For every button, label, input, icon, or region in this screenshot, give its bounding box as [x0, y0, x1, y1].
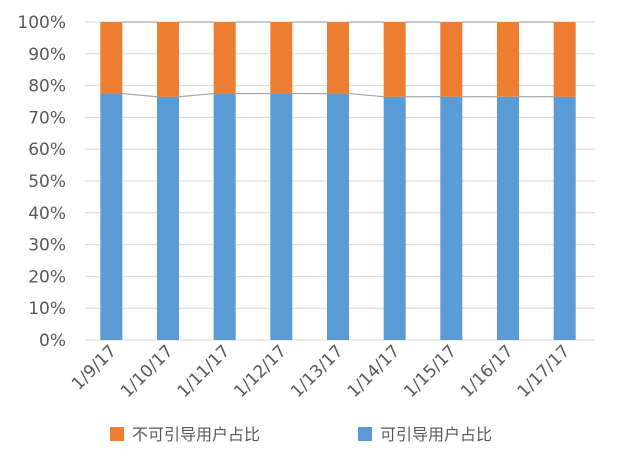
y-tick-label: 10%	[28, 299, 66, 319]
series-line-segment	[178, 92, 214, 98]
bar-guidable-0	[100, 93, 123, 340]
y-tick-label: 100%	[17, 13, 66, 33]
bar-guidable-6	[440, 96, 463, 340]
x-tick-label: 1/12/17	[230, 341, 290, 401]
y-tick-label: 30%	[28, 236, 66, 256]
x-axis-tick-labels: 1/9/171/10/171/11/171/12/171/13/171/14/1…	[68, 341, 574, 401]
y-tick-label: 60%	[28, 140, 66, 160]
bar-guidable-3	[270, 93, 293, 340]
y-axis-tick-labels: 0% 10% 20% 30% 40% 50% 60% 70% 80% 90% 100%	[17, 13, 66, 351]
y-tick-label: 40%	[28, 204, 66, 224]
bar-non-guidable-6	[440, 22, 463, 97]
bar-non-guidable-5	[383, 22, 406, 97]
bar-non-guidable-1	[157, 22, 179, 97]
y-tick-label: 20%	[28, 267, 66, 287]
legend-label: 可引导用户占比	[380, 425, 492, 444]
y-tick-label: 70%	[28, 108, 66, 128]
y-tick-label: 90%	[28, 45, 66, 65]
bar-non-guidable-0	[100, 22, 123, 94]
bar-guidable-7	[497, 96, 519, 340]
bars	[100, 22, 576, 340]
bar-non-guidable-2	[213, 22, 236, 94]
bar-non-guidable-8	[553, 22, 576, 97]
bar-guidable-1	[157, 96, 179, 340]
x-tick-label: 1/13/17	[287, 341, 347, 401]
x-tick-label: 1/9/17	[68, 341, 121, 394]
x-tick-label: 1/16/17	[457, 341, 517, 401]
x-tick-label: 1/15/17	[400, 341, 460, 401]
bar-non-guidable-4	[327, 22, 349, 94]
bar-guidable-4	[327, 93, 349, 340]
legend-label: 不可引导用户占比	[132, 425, 260, 444]
x-tick-label: 1/11/17	[174, 341, 234, 401]
series-line-segment	[348, 92, 384, 98]
legend-swatch	[358, 427, 372, 441]
x-tick-label: 1/14/17	[344, 341, 404, 401]
bar-guidable-2	[213, 93, 236, 340]
series-connector-lines	[122, 21, 554, 98]
bar-guidable-8	[553, 96, 576, 340]
legend-swatch	[110, 427, 124, 441]
bar-guidable-5	[383, 96, 406, 340]
series-line-segment	[122, 92, 158, 98]
y-tick-label: 0%	[39, 331, 66, 351]
y-tick-label: 50%	[28, 172, 66, 192]
x-tick-label: 1/17/17	[514, 341, 574, 401]
y-tick-label: 80%	[28, 77, 66, 97]
legend: 不可引导用户占比 可引导用户占比	[110, 425, 492, 444]
x-tick-label: 1/10/17	[117, 341, 177, 401]
bar-non-guidable-7	[497, 22, 519, 97]
bar-non-guidable-3	[270, 22, 293, 94]
